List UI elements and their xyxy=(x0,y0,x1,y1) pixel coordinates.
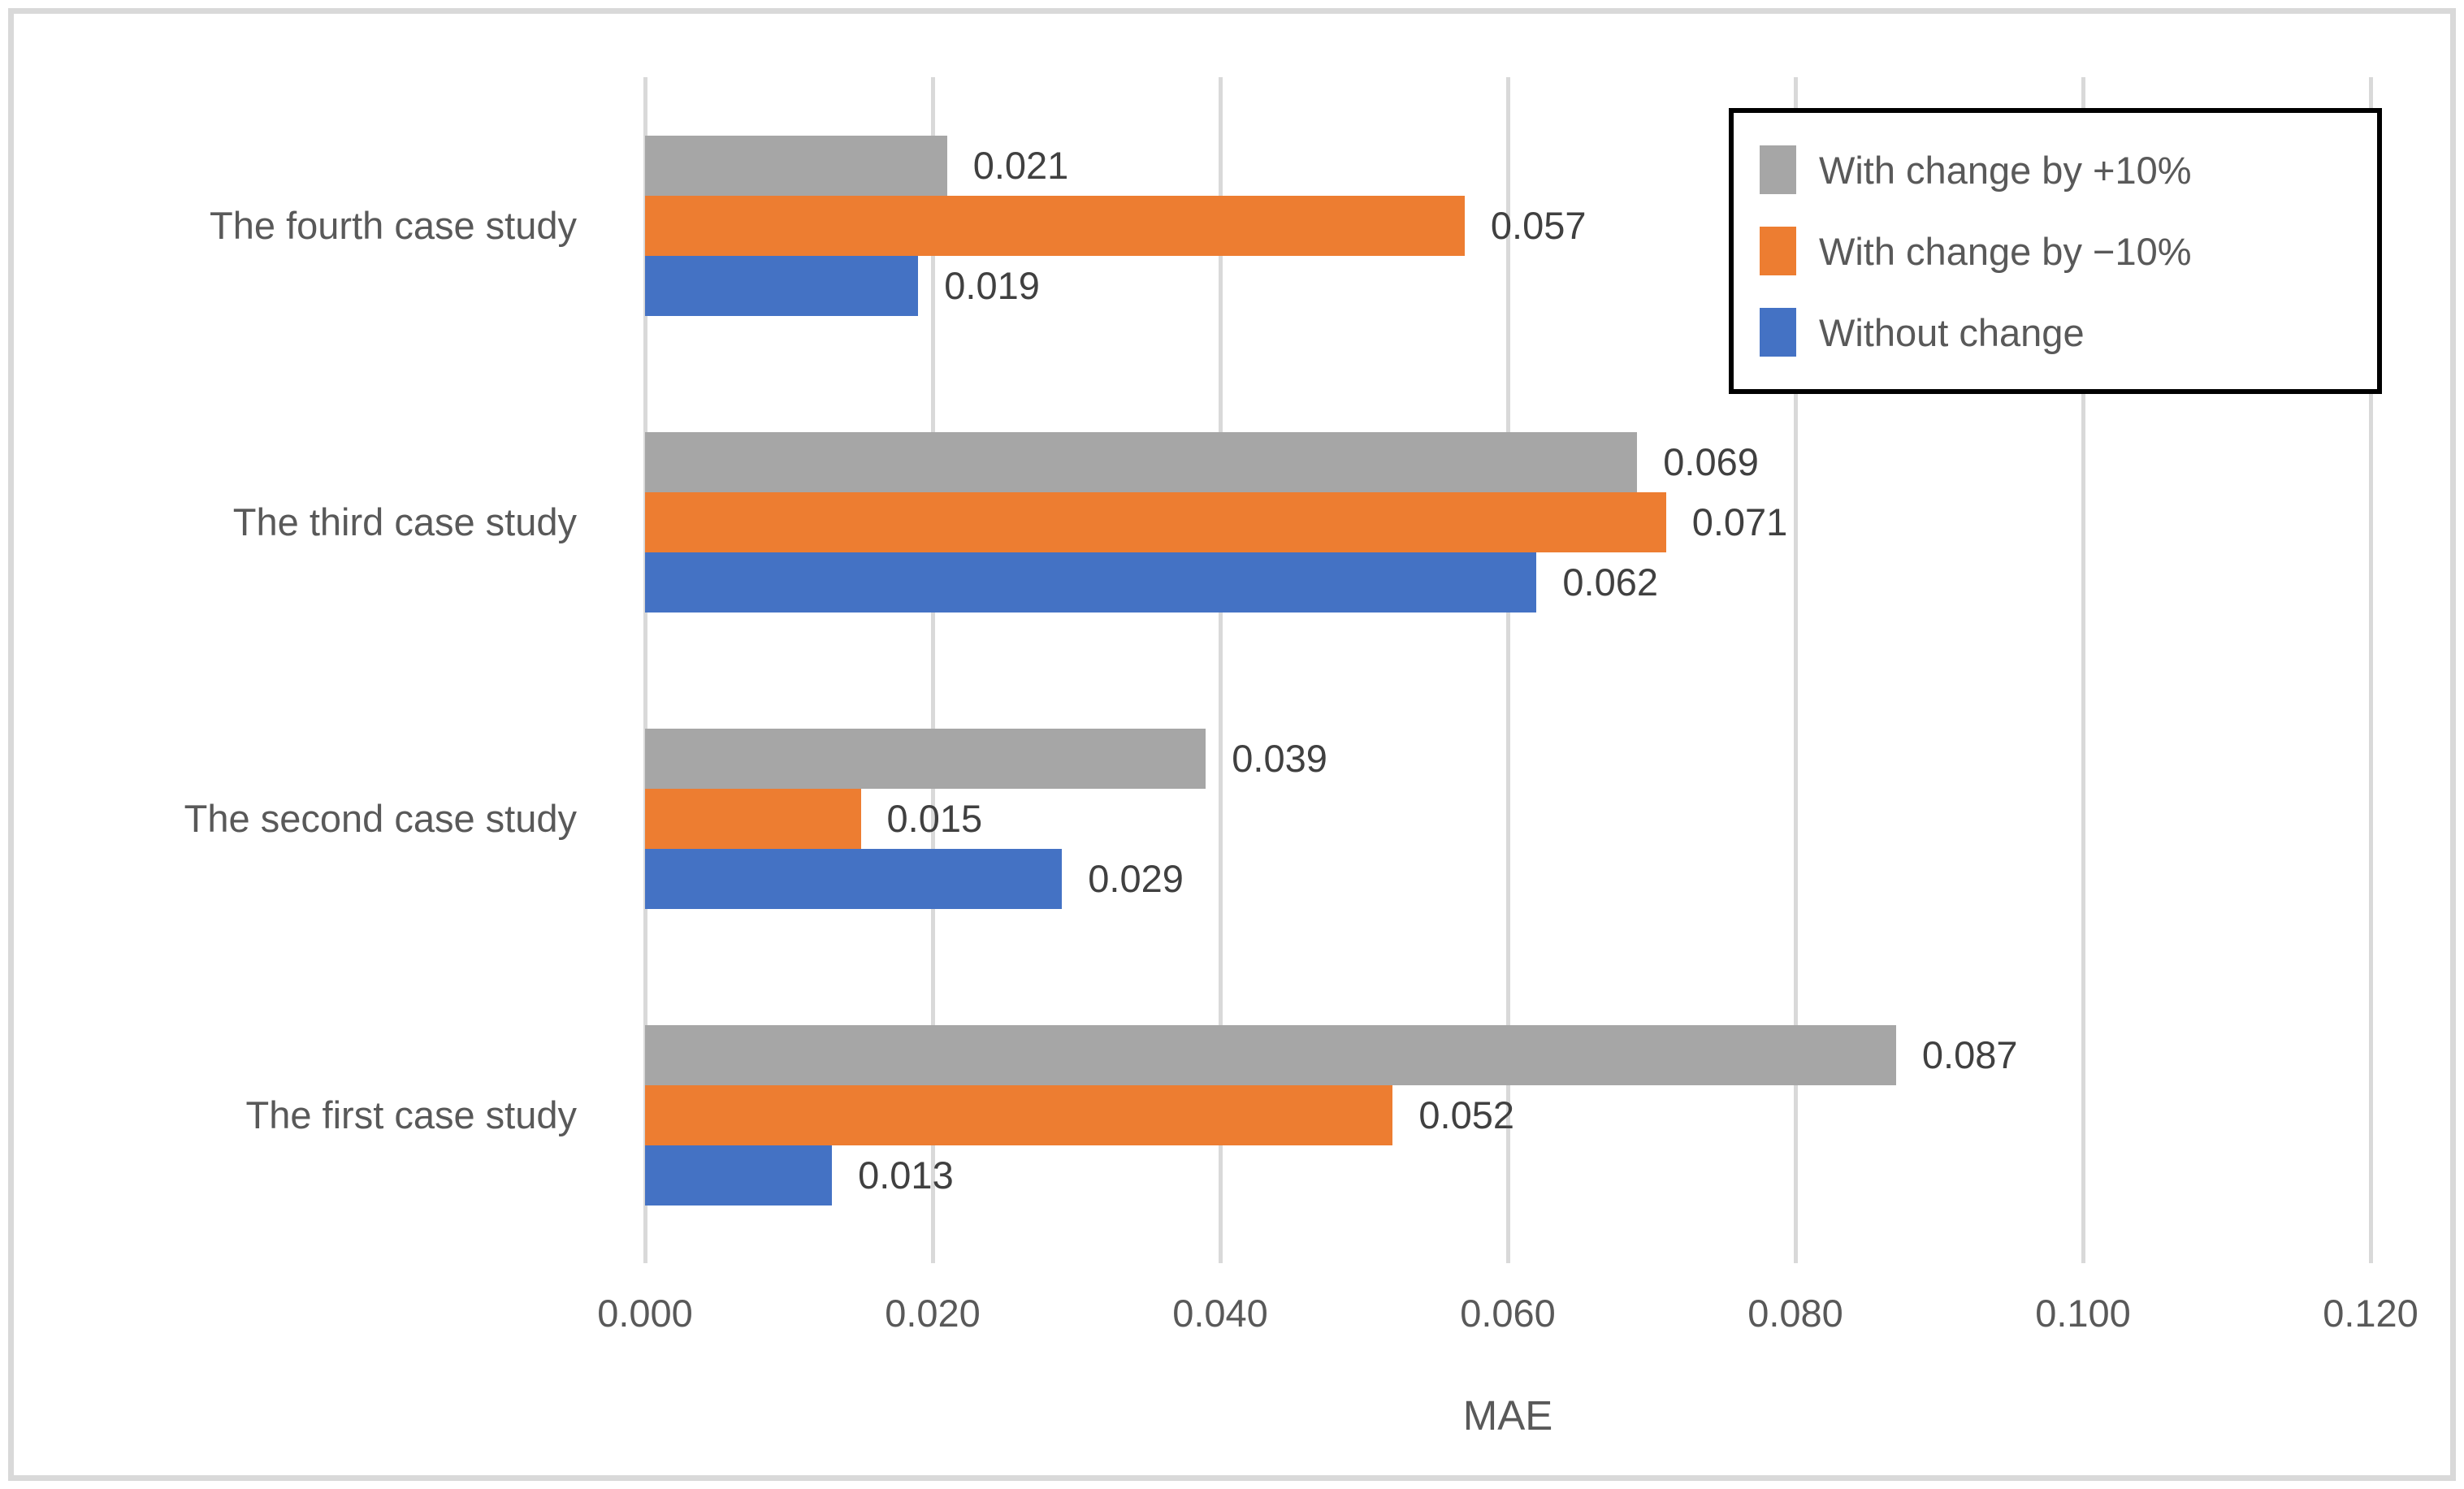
gridline xyxy=(643,77,647,1263)
legend-label: With change by −10% xyxy=(1819,229,2192,273)
bar xyxy=(645,1024,1896,1085)
bar xyxy=(645,195,1465,256)
bar-value-label: 0.069 xyxy=(1663,440,1759,483)
gridline xyxy=(1218,77,1223,1263)
legend-swatch-icon xyxy=(1760,227,1796,275)
gridline xyxy=(1505,77,1510,1263)
category-label: The fourth case study xyxy=(210,204,577,247)
bar-value-label: 0.087 xyxy=(1921,1033,2018,1076)
bar-value-label: 0.013 xyxy=(858,1154,954,1197)
bar-value-label: 0.019 xyxy=(944,264,1040,307)
category-label: The second case study xyxy=(184,797,577,840)
bar xyxy=(645,552,1537,612)
bar xyxy=(645,1084,1393,1145)
bar xyxy=(645,1145,833,1205)
bar xyxy=(645,431,1638,492)
bar-value-label: 0.029 xyxy=(1088,857,1184,900)
bar xyxy=(645,848,1063,909)
legend-item: With change by −10% xyxy=(1760,227,2377,275)
legend-swatch-icon xyxy=(1760,308,1796,357)
legend-item: Without change xyxy=(1760,308,2377,357)
legend: With change by +10% With change by −10% … xyxy=(1729,108,2382,394)
gridline xyxy=(930,77,935,1263)
bar-value-label: 0.071 xyxy=(1691,500,1788,543)
legend-item: With change by +10% xyxy=(1760,145,2377,194)
x-axis-tick-label: 0.080 xyxy=(1747,1292,1843,1335)
x-axis-tick-label: 0.120 xyxy=(2323,1292,2419,1335)
bar xyxy=(645,135,947,196)
gridline xyxy=(2081,77,2085,1263)
category-label: The third case study xyxy=(232,500,577,543)
x-axis-tick-label: 0.040 xyxy=(1172,1292,1268,1335)
bar-value-label: 0.052 xyxy=(1418,1093,1515,1136)
legend-swatch-icon xyxy=(1760,145,1796,194)
bar xyxy=(645,788,861,849)
bar xyxy=(645,728,1206,789)
bar-value-label: 0.057 xyxy=(1490,204,1587,247)
gridline xyxy=(2368,77,2373,1263)
legend-label: With change by +10% xyxy=(1819,148,2192,192)
bar-value-label: 0.039 xyxy=(1232,737,1327,780)
x-axis-title: MAE xyxy=(1462,1392,1553,1439)
bar-value-label: 0.062 xyxy=(1562,561,1659,604)
x-axis-tick-label: 0.060 xyxy=(1460,1292,1556,1335)
x-axis-tick-label: 0.020 xyxy=(885,1292,981,1335)
category-label: The first case study xyxy=(245,1093,578,1136)
x-axis-tick-label: 0.000 xyxy=(597,1292,693,1335)
gridline xyxy=(1793,77,1798,1263)
x-axis-tick-label: 0.100 xyxy=(2035,1292,2131,1335)
legend-label: Without change xyxy=(1819,310,2085,354)
bar xyxy=(645,255,919,316)
bar-value-label: 0.015 xyxy=(886,797,983,840)
bar-value-label: 0.021 xyxy=(972,144,1069,187)
bar xyxy=(645,491,1666,552)
